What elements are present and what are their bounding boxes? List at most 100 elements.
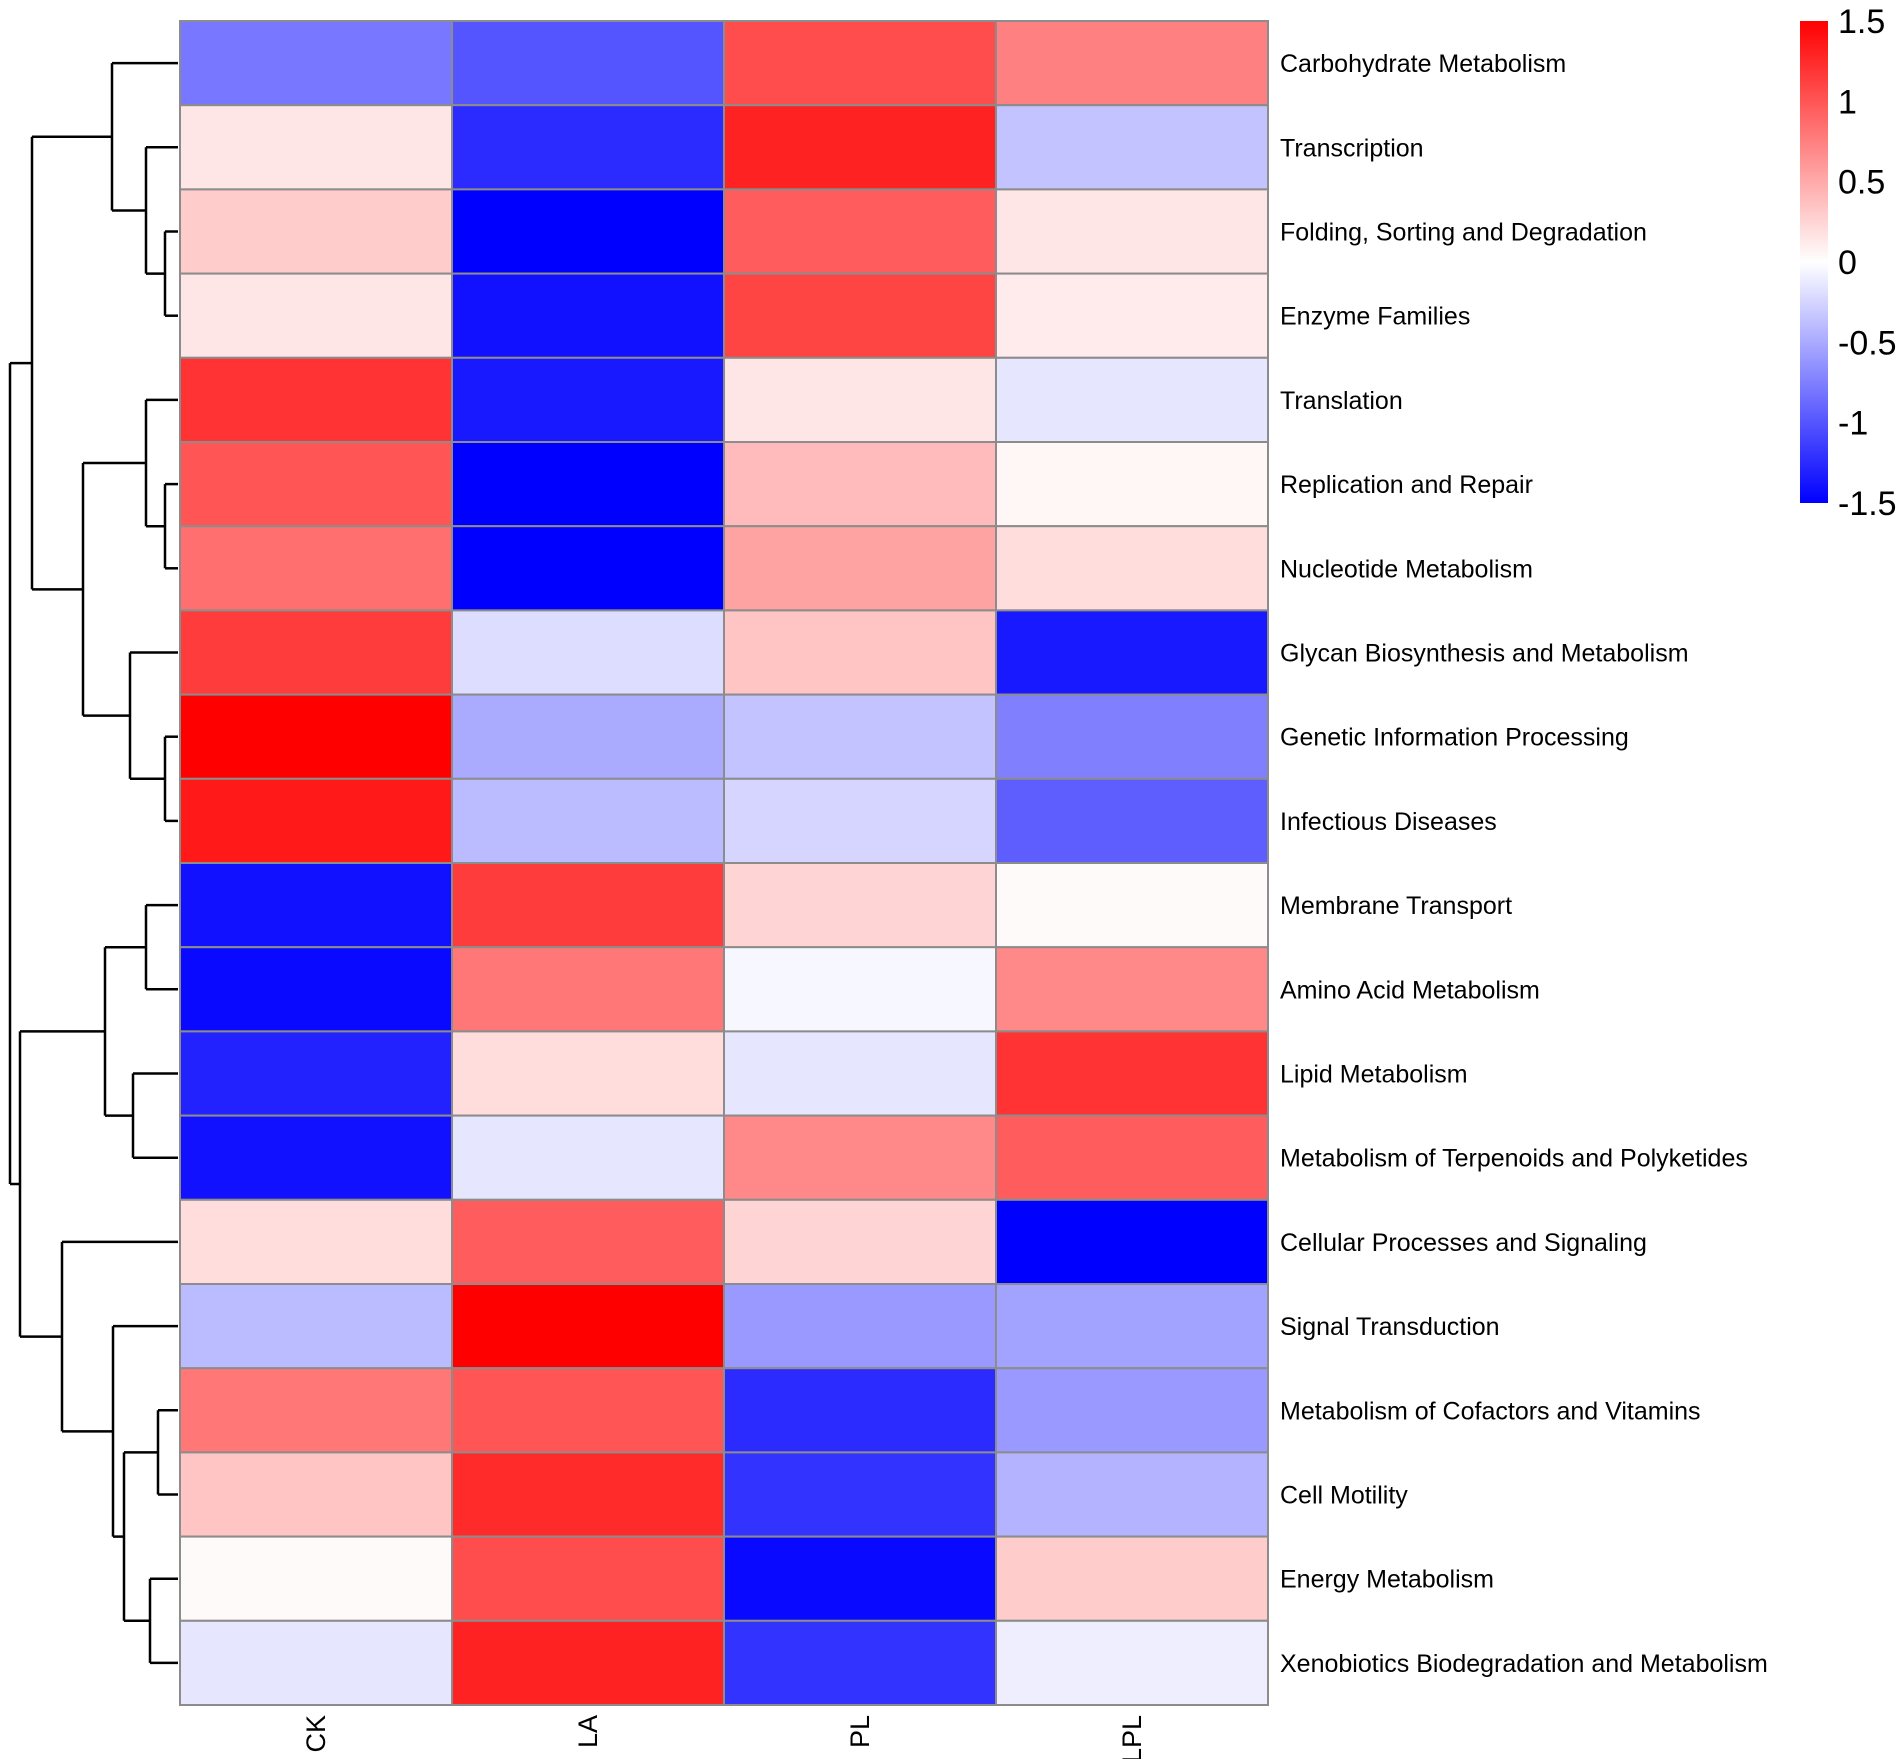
- column-label: LA: [573, 1715, 603, 1748]
- legend-tick-label: 0: [1838, 244, 1857, 282]
- heatmap-cell: [995, 104, 1269, 191]
- row-label: Glycan Biosynthesis and Metabolism: [1280, 640, 1689, 668]
- color-legend: 1.5 1 0.5 0 -0.5 -1 -1.5: [1800, 3, 1897, 523]
- heatmap-cell: [723, 1451, 997, 1538]
- column-label: LPL: [1117, 1715, 1147, 1759]
- heatmap-cell: [723, 188, 997, 275]
- heatmap-cell: [995, 20, 1269, 107]
- heatmap-cell: [179, 188, 453, 275]
- row-label: Enzyme Families: [1280, 303, 1470, 331]
- heatmap-cell: [179, 1619, 453, 1707]
- heatmap-cell: [451, 525, 725, 612]
- heatmap-cell: [179, 1451, 453, 1538]
- heatmap-cell: [995, 777, 1269, 864]
- heatmap-cell: [723, 356, 997, 443]
- heatmap-cell: [723, 1283, 997, 1370]
- heatmap-cell: [995, 1198, 1269, 1286]
- row-label: Metabolism of Terpenoids and Polyketides: [1280, 1145, 1748, 1173]
- row-label: Amino Acid Metabolism: [1280, 976, 1540, 1004]
- heatmap-cell: [723, 1619, 997, 1707]
- heatmap-cell: [995, 356, 1269, 443]
- heatmap-cell: [179, 1030, 453, 1117]
- heatmap-cell: [995, 1114, 1269, 1201]
- heatmap-cell: [451, 272, 725, 359]
- heatmap-cell: [451, 20, 725, 107]
- heatmap-cell: [995, 1283, 1269, 1370]
- heatmap-cell: [179, 609, 453, 696]
- heatmap-cell: [451, 946, 725, 1033]
- row-label: Metabolism of Cofactors and Vitamins: [1280, 1397, 1701, 1425]
- heatmap-cell: [451, 1114, 725, 1201]
- heatmap-cell: [451, 609, 725, 696]
- heatmap-cell: [451, 188, 725, 275]
- heatmap-cell: [723, 272, 997, 359]
- heatmap-cell: [179, 441, 453, 528]
- legend-tick-label: 1: [1838, 83, 1857, 121]
- heatmap-cells: [179, 20, 1269, 1707]
- legend-tick-label: -1.5: [1838, 485, 1897, 523]
- column-labels: CK LA PL LPL: [301, 1715, 1147, 1759]
- heatmap-cell: [179, 777, 453, 864]
- heatmap-cell: [995, 609, 1269, 696]
- legend-tick-label: -0.5: [1838, 324, 1897, 362]
- row-label: Cellular Processes and Signaling: [1280, 1229, 1647, 1257]
- heatmap-cell: [723, 777, 997, 864]
- heatmap-cell: [179, 272, 453, 359]
- heatmap-cell: [723, 1030, 997, 1117]
- heatmap-cell: [451, 862, 725, 949]
- heatmap-cell: [179, 1535, 453, 1622]
- row-dendrogram: [8, 61, 178, 1665]
- heatmap-cell: [451, 104, 725, 191]
- heatmap-cell: [723, 441, 997, 528]
- legend-tick-label: -1: [1838, 405, 1868, 443]
- heatmap-cell: [179, 1198, 453, 1286]
- row-label: Lipid Metabolism: [1280, 1061, 1468, 1089]
- heatmap-cell: [179, 356, 453, 443]
- row-label: Carbohydrate Metabolism: [1280, 50, 1566, 78]
- heatmap-cell: [179, 946, 453, 1033]
- heatmap-cell: [723, 693, 997, 780]
- heatmap-cell: [451, 1198, 725, 1286]
- heatmap-cell: [723, 1535, 997, 1622]
- heatmap-cell: [995, 525, 1269, 612]
- heatmap-cell: [723, 104, 997, 191]
- heatmap-cell: [995, 441, 1269, 528]
- heatmap-cell: [995, 188, 1269, 275]
- legend-tick-label: 0.5: [1838, 164, 1885, 202]
- heatmap-cell: [723, 1114, 997, 1201]
- heatmap-cell: [451, 777, 725, 864]
- heatmap-cell: [723, 20, 997, 107]
- heatmap-cell: [723, 1198, 997, 1286]
- row-label: Folding, Sorting and Degradation: [1280, 219, 1647, 247]
- row-label: Nucleotide Metabolism: [1280, 555, 1533, 583]
- heatmap-cell: [451, 1030, 725, 1117]
- legend-ticks: 1.5 1 0.5 0 -0.5 -1 -1.5: [1838, 3, 1897, 523]
- heatmap-cell: [179, 20, 453, 107]
- heatmap-cell: [179, 1114, 453, 1201]
- heatmap-cell: [179, 693, 453, 780]
- heatmap-cell: [451, 441, 725, 528]
- row-label: Translation: [1280, 387, 1403, 415]
- heatmap-cell: [995, 946, 1269, 1033]
- row-label: Energy Metabolism: [1280, 1566, 1494, 1594]
- row-label: Transcription: [1280, 134, 1424, 162]
- row-label: Membrane Transport: [1280, 892, 1512, 920]
- heatmap-cell: [723, 1367, 997, 1454]
- row-label: Replication and Repair: [1280, 471, 1533, 499]
- row-labels: Carbohydrate Metabolism Transcription Fold…: [1280, 50, 1768, 1678]
- row-label: Signal Transduction: [1280, 1313, 1500, 1341]
- heatmap-cell: [995, 1367, 1269, 1454]
- heatmap-cell: [995, 1451, 1269, 1538]
- row-label: Cell Motility: [1280, 1482, 1408, 1510]
- row-label: Genetic Information Processing: [1280, 724, 1629, 752]
- legend-tick-label: 1.5: [1838, 3, 1885, 41]
- row-label: Infectious Diseases: [1280, 808, 1497, 836]
- heatmap-cell: [451, 693, 725, 780]
- heatmap-cell: [179, 525, 453, 612]
- heatmap-cell: [723, 609, 997, 696]
- heatmap-cell: [451, 356, 725, 443]
- heatmap-cell: [723, 525, 997, 612]
- heatmap-cell: [451, 1367, 725, 1454]
- heatmap-cell: [723, 862, 997, 949]
